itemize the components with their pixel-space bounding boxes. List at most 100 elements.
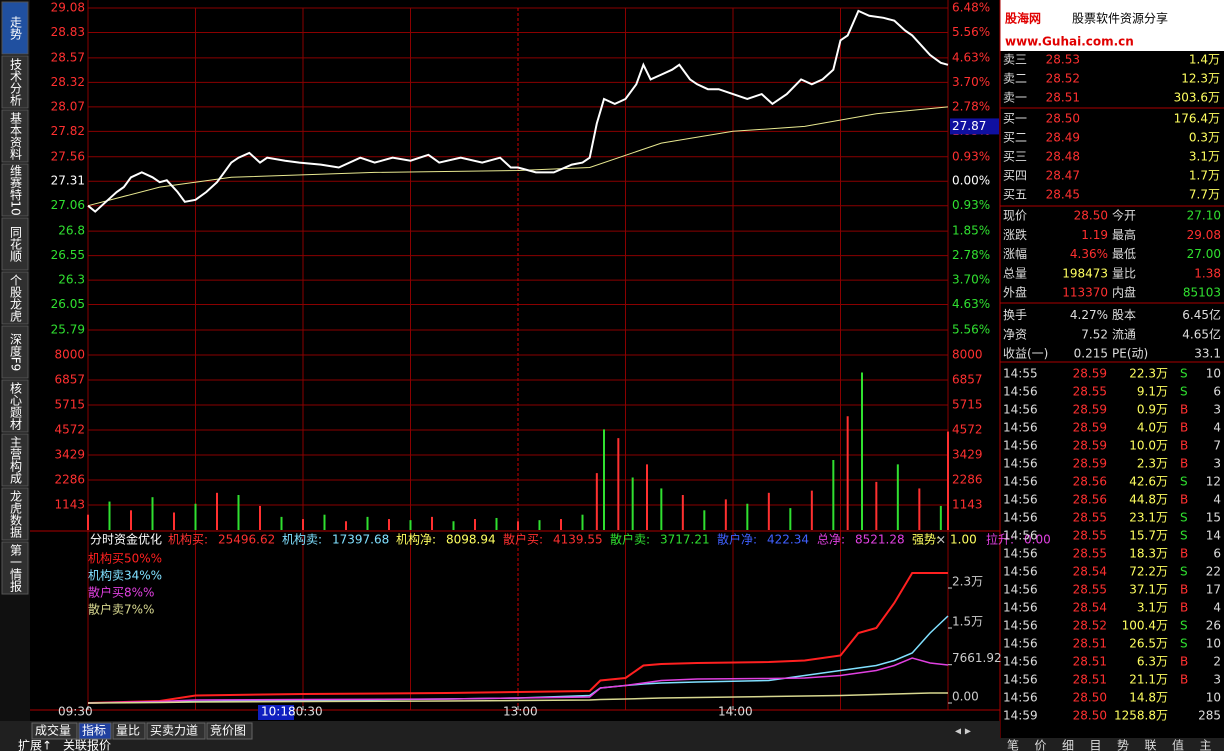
legend-entry: 机构买50%% (88, 551, 162, 566)
time-tick-label: 13:00 (503, 705, 538, 719)
order-volume: 1.7万 (1189, 169, 1220, 183)
trade-side: S (1180, 529, 1188, 543)
sidebar-tab[interactable] (1, 487, 29, 541)
trade-volume: 0.9万 (1137, 403, 1168, 417)
volume-tick-label: 3429 (54, 447, 85, 461)
trade-time: 14:56 (1003, 565, 1038, 579)
bottom-tab-label[interactable]: 竞价图 (210, 724, 246, 738)
trade-volume: 18.3万 (1129, 547, 1168, 561)
trade-side: S (1180, 619, 1188, 633)
close-icon[interactable]: × (936, 533, 946, 547)
sidebar-tab[interactable] (1, 1, 29, 55)
volume-bar (560, 519, 562, 530)
volume-tick-label: 4572 (54, 422, 85, 436)
trade-time: 14:55 (1003, 367, 1038, 381)
volume-tick-label-right: 8000 (952, 348, 983, 362)
fund-stat-value: 422.34 (767, 533, 809, 547)
volume-bar (646, 464, 648, 530)
sidebar-tab-label[interactable]: 基本资料 (9, 112, 23, 160)
quote-value: 0.215 (1074, 347, 1108, 361)
quote-value: 198473 (1062, 266, 1108, 280)
sidebar-tab[interactable] (1, 541, 29, 595)
trade-volume: 72.2万 (1129, 565, 1168, 579)
right-tab[interactable]: 笔 (1007, 738, 1019, 751)
sidebar-tab-label[interactable]: 技术分析 (9, 58, 23, 107)
sidebar-tab-label[interactable]: 核心题材 (9, 382, 23, 430)
quote-value: 6.45亿 (1182, 307, 1221, 322)
order-side: 买五 (1003, 188, 1027, 202)
trade-time: 14:56 (1003, 547, 1038, 561)
trade-price: 28.59 (1073, 367, 1107, 381)
trade-count: 26 (1206, 619, 1221, 633)
sidebar-tab-label[interactable]: 主营构成 (9, 436, 23, 485)
quote-value: 29.08 (1187, 228, 1221, 242)
quote-label: 最低 (1112, 247, 1136, 261)
trade-volume: 4.0万 (1137, 421, 1168, 435)
sidebar-tab[interactable] (1, 55, 29, 109)
trade-price: 28.55 (1073, 529, 1107, 543)
right-tab[interactable]: 细 (1062, 739, 1074, 751)
sidebar-tab[interactable] (1, 217, 29, 271)
fund-stat-value: 8521.28 (855, 533, 905, 547)
right-tab[interactable]: 联 (1145, 739, 1157, 751)
sidebar-tab-label[interactable]: 深度F9 (9, 332, 23, 371)
trade-side: S (1180, 475, 1188, 489)
bottom-tab-label[interactable]: 指标 (82, 723, 106, 738)
sidebar-tab-label[interactable]: 第一情报 (9, 544, 23, 593)
right-tab[interactable]: 势 (1117, 739, 1129, 751)
bottom-tab[interactable] (146, 722, 206, 740)
legend-entry: 机构卖34%% (88, 568, 162, 583)
sidebar-tab[interactable] (1, 109, 29, 163)
bottom-tab[interactable] (78, 722, 112, 740)
volume-bar (302, 519, 304, 530)
volume-bar (631, 477, 634, 530)
sidebar-tab[interactable] (1, 163, 29, 217)
volume-bar (846, 416, 849, 530)
volume-tick-label: 1143 (54, 497, 85, 511)
right-tab[interactable]: 目 (1090, 739, 1102, 751)
volume-bar (280, 516, 283, 530)
fund-stat-name: 机构净: (396, 532, 436, 547)
trade-time: 14:56 (1003, 673, 1038, 687)
trade-time: 14:56 (1003, 511, 1038, 525)
trade-price: 28.59 (1073, 421, 1107, 435)
sidebar-tab-label[interactable]: 同花顺 (9, 226, 23, 262)
bottom-tab[interactable] (31, 722, 78, 740)
sidebar-tab[interactable] (1, 379, 29, 433)
sidebar-tab[interactable] (1, 271, 29, 325)
quote-label: 股本 (1112, 308, 1136, 322)
bottom-tab-label[interactable]: 买卖力道 (150, 724, 198, 738)
sidebar-tab-label[interactable]: 走势 (9, 16, 23, 40)
trade-side: S (1180, 511, 1188, 525)
fund-stat-name: 散户净: (717, 532, 757, 547)
order-side: 卖二 (1003, 72, 1027, 86)
bottom-row-tab[interactable]: 关联报价 (63, 738, 111, 751)
bottom-row-tab[interactable]: 扩展↑ (18, 739, 52, 751)
right-tab[interactable]: 价 (1035, 739, 1047, 751)
trade-count: 7 (1213, 439, 1221, 453)
sidebar-tab-label[interactable]: 龙虎数据 (9, 490, 23, 539)
fund-line (87, 692, 948, 704)
trade-count: 17 (1206, 583, 1221, 597)
volume-bar (660, 488, 663, 530)
sidebar-tab-label[interactable]: 个股龙虎 (9, 274, 23, 323)
order-side: 买三 (1003, 150, 1027, 164)
right-tab[interactable]: 值 (1172, 738, 1184, 751)
sidebar-tab[interactable] (1, 433, 29, 487)
price-tick-label: 26.55 (51, 248, 85, 262)
quote-value: 28.50 (1074, 209, 1108, 223)
trade-price: 28.50 (1073, 691, 1107, 705)
bottom-tab[interactable] (206, 722, 253, 740)
sidebar-tab-label[interactable]: 维赛特10 (9, 164, 23, 216)
sidebar-tab[interactable] (1, 325, 29, 379)
trade-side: B (1180, 583, 1188, 597)
volume-tick-label-right: 5715 (952, 397, 983, 411)
bottom-tab-label[interactable]: 量比 (116, 724, 140, 738)
bottom-tab-label[interactable]: 成交量 (35, 723, 71, 738)
price-tick-label: 27.56 (51, 149, 85, 163)
bottom-tab[interactable] (112, 722, 146, 740)
trade-count: 3 (1213, 457, 1221, 471)
quote-label: 现价 (1003, 209, 1027, 223)
right-tab[interactable]: 主 (1200, 739, 1212, 751)
